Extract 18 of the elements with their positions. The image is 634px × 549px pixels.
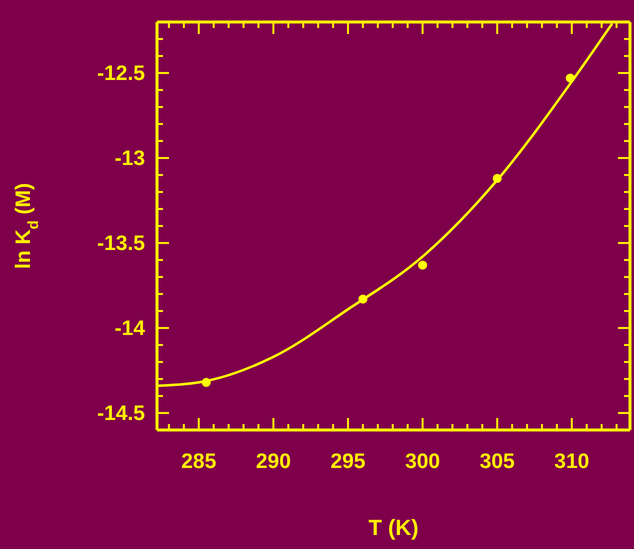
y-tick-label: -13.5 <box>97 232 146 255</box>
y-tick-label: -14 <box>114 317 146 340</box>
point <box>492 174 502 183</box>
point <box>418 260 428 270</box>
x-tick-label: 285 <box>181 450 217 473</box>
x-tick-label: 305 <box>480 450 516 473</box>
point <box>566 74 575 83</box>
point <box>202 378 211 387</box>
x-axis-title: T (K) <box>368 515 419 540</box>
point <box>358 294 368 304</box>
y-tick-label: -12.5 <box>97 62 146 85</box>
x-tick-label: 290 <box>256 450 291 473</box>
x-tick-label: 300 <box>405 450 440 473</box>
x-tick-label: 310 <box>554 450 590 473</box>
x-tick-label: 295 <box>330 450 366 473</box>
y-tick-label: -13 <box>114 147 145 170</box>
y-tick-label: -14.5 <box>97 402 146 425</box>
line-series <box>157 22 614 388</box>
